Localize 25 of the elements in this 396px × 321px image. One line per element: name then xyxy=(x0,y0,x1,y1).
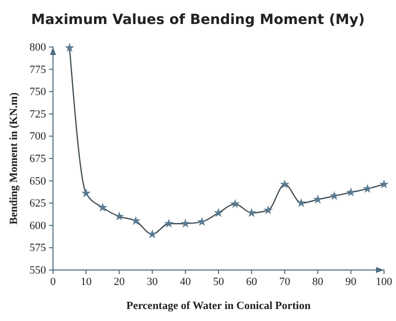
y-tick-label: 550 xyxy=(30,264,46,277)
y-tick-label: 750 xyxy=(30,86,46,98)
y-tick-label: 600 xyxy=(30,220,46,232)
y-tick-label: 675 xyxy=(30,153,46,166)
x-tick-label: 100 xyxy=(376,276,393,288)
x-tick-label: 20 xyxy=(114,276,126,288)
x-tick-label: 90 xyxy=(345,276,357,288)
x-tick-label: 60 xyxy=(246,276,258,288)
x-tick-label: 50 xyxy=(213,276,224,288)
y-tick-label: 650 xyxy=(30,175,46,188)
x-tick-label: 80 xyxy=(312,276,324,288)
x-tick-label: 30 xyxy=(146,276,158,288)
y-tick-label: 575 xyxy=(30,242,46,254)
x-tick-label: 0 xyxy=(50,276,56,288)
y-tick-label: 700 xyxy=(30,130,46,143)
y-axis-title: Bending Moment in (KN.m) xyxy=(8,92,20,224)
x-tick-label: 70 xyxy=(279,276,291,288)
y-tick-label: 725 xyxy=(30,108,46,120)
y-tick-label: 800 xyxy=(30,42,46,54)
y-tick-label: 625 xyxy=(30,198,46,210)
x-tick-label: 40 xyxy=(180,276,192,288)
x-tick-label: 10 xyxy=(80,276,92,288)
x-axis-title: Percentage of Water in Conical Portion xyxy=(126,300,311,312)
chart-title: Maximum Values of Bending Moment (My) xyxy=(31,12,365,28)
y-tick-label: 775 xyxy=(30,64,46,76)
